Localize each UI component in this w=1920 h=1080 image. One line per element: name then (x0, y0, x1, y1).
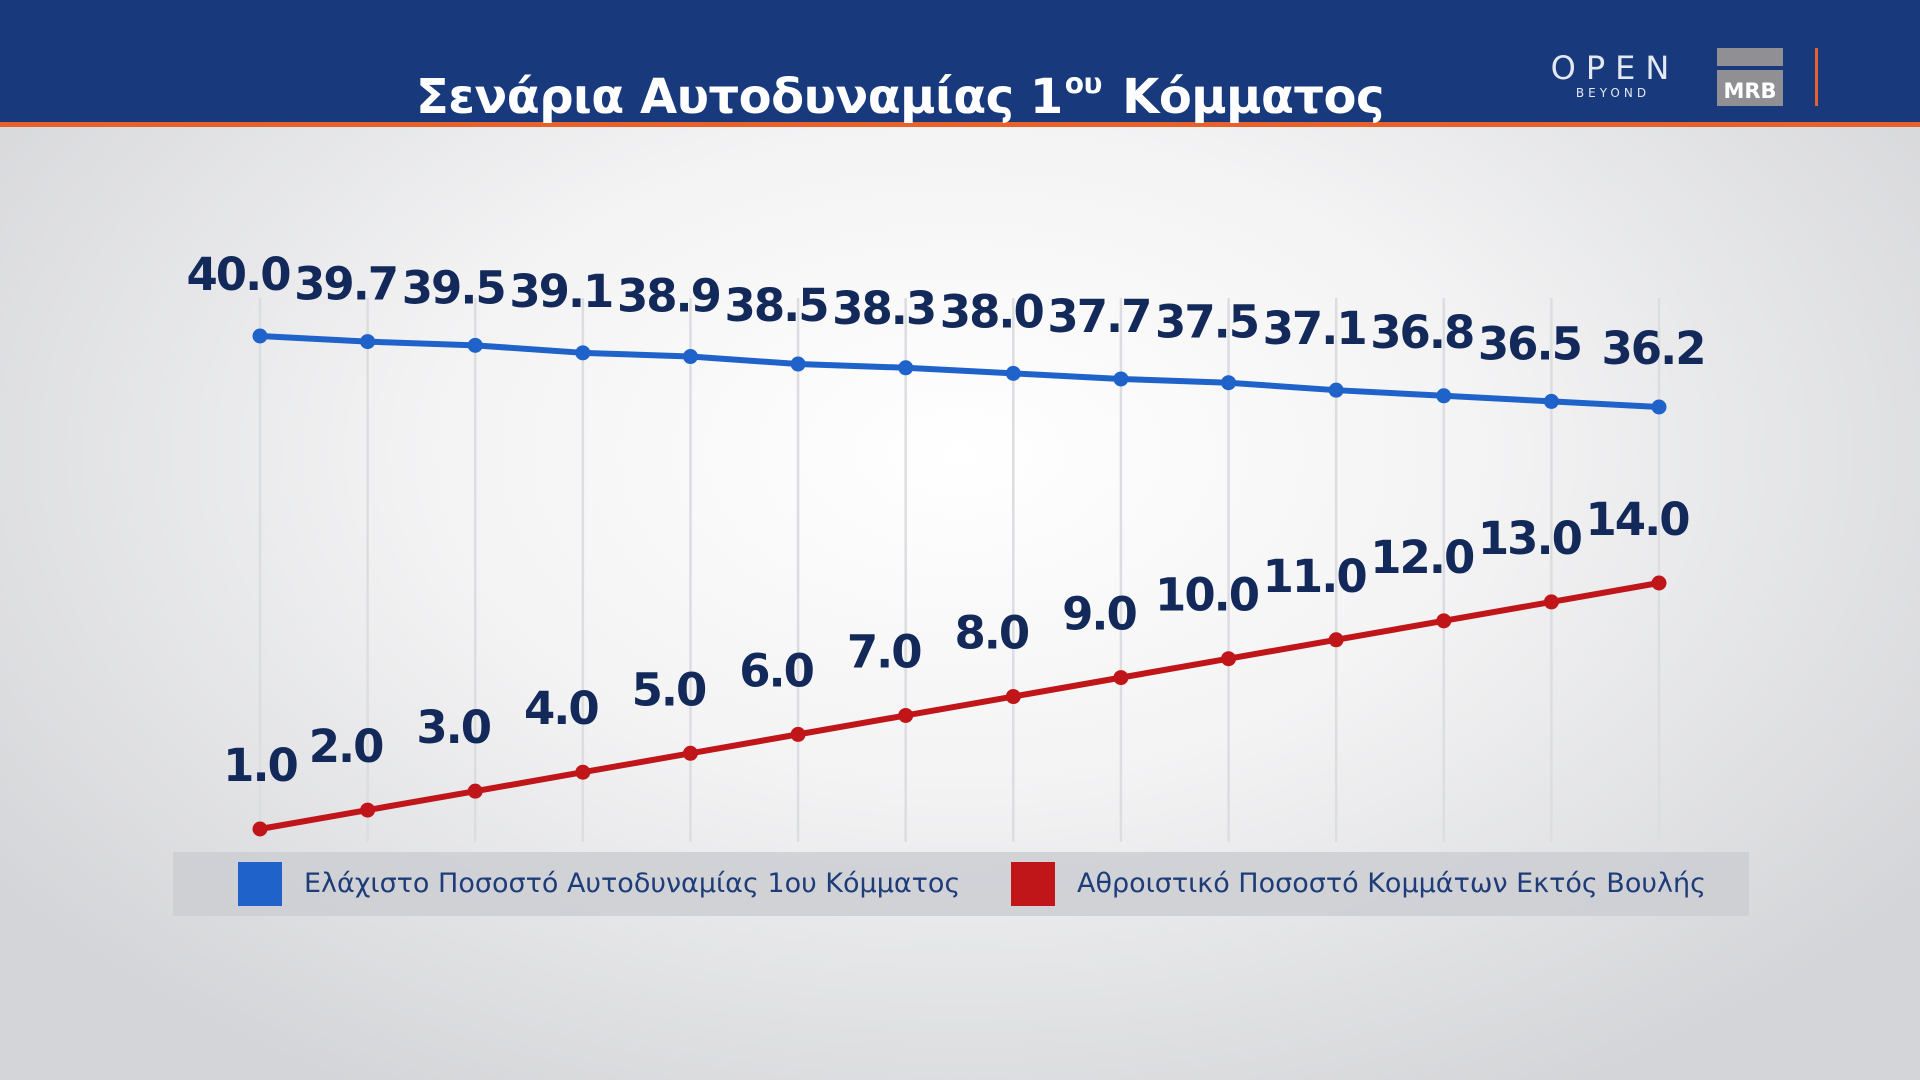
legend-swatch-red (1011, 862, 1055, 906)
data-label-red: 10.0 (1155, 569, 1259, 622)
data-point-red (467, 783, 483, 799)
data-label-blue: 36.2 (1601, 322, 1704, 375)
data-label-red: 2.0 (309, 720, 383, 773)
data-label-blue: 37.1 (1263, 302, 1366, 355)
data-point-blue (575, 345, 591, 361)
data-label-blue: 40.0 (186, 248, 290, 301)
data-point-red (1436, 613, 1452, 629)
data-label-blue: 38.9 (617, 270, 720, 323)
open-logo-text: OPEN (1550, 49, 1680, 87)
data-label-blue: 37.5 (1155, 296, 1258, 349)
data-label-blue: 36.5 (1478, 317, 1581, 370)
data-point-blue (467, 337, 483, 353)
data-point-blue (360, 334, 376, 350)
data-label-blue: 38.3 (832, 282, 935, 335)
data-label-red: 11.0 (1263, 550, 1367, 603)
page-title: Σενάρια Αυτοδυναμίας 1ου Κόμματος (0, 54, 1800, 127)
legend-swatch-blue (238, 862, 282, 906)
data-point-red (1221, 651, 1237, 667)
data-label-blue: 39.5 (402, 261, 505, 314)
title-main: Σενάρια Αυτοδυναμίας 1 (416, 69, 1063, 125)
data-point-blue (790, 356, 806, 372)
data-point-red (898, 707, 914, 723)
data-label-blue: 39.7 (294, 258, 397, 311)
header-bar: Σενάρια Αυτοδυναμίας 1ου Κόμματος OPEN B… (0, 0, 1920, 127)
data-point-red (1328, 632, 1344, 648)
data-point-blue (1543, 393, 1559, 409)
title-superscript: ου (1064, 67, 1103, 100)
data-point-blue (1436, 388, 1452, 404)
data-label-red: 8.0 (954, 607, 1028, 660)
data-point-blue (682, 349, 698, 365)
data-point-blue (1005, 365, 1021, 381)
data-label-red: 12.0 (1370, 531, 1474, 584)
data-label-red: 3.0 (416, 701, 490, 754)
data-label-red: 13.0 (1478, 512, 1582, 565)
open-logo-subtext: BEYOND (1575, 86, 1651, 100)
data-point-red (1113, 670, 1129, 686)
data-label-red: 4.0 (524, 682, 598, 735)
legend-label-min-percentage: Ελάχιστο Ποσοστό Αυτοδυναμίας 1ου Κόμματ… (304, 868, 961, 899)
open-beyond-logo: OPEN BEYOND (1540, 50, 1680, 100)
title-end: Κόμματος (1122, 69, 1384, 125)
data-point-red (682, 745, 698, 761)
mrb-logo: MRB (1717, 48, 1783, 106)
data-label-blue: 37.7 (1047, 290, 1150, 343)
series-line-red (257, 580, 1662, 832)
data-point-red (252, 821, 268, 837)
legend-label-cumulative-percentage: Αθροιστικό Ποσοστό Κομμάτων Εκτός Βουλής (1077, 868, 1706, 899)
data-label-red: 1.0 (223, 739, 297, 792)
mrb-logo-stripe (1717, 66, 1783, 70)
data-point-red (790, 726, 806, 742)
data-label-red: 5.0 (632, 663, 706, 716)
series-line-blue (257, 333, 1662, 410)
data-label-blue: 38.5 (725, 279, 828, 332)
header-divider (1815, 48, 1818, 106)
data-label-red: 9.0 (1062, 588, 1136, 641)
data-label-blue: 39.1 (509, 265, 612, 318)
data-point-blue (1113, 371, 1129, 387)
chart-legend: Ελάχιστο Ποσοστό Αυτοδυναμίας 1ου Κόμματ… (173, 852, 1749, 916)
data-label-red: 7.0 (847, 625, 921, 678)
data-label-red: 6.0 (739, 644, 813, 697)
mrb-logo-text: MRB (1723, 79, 1777, 103)
data-point-blue (898, 360, 914, 376)
data-label-blue: 38.0 (940, 285, 1044, 338)
data-point-red (1651, 575, 1667, 591)
data-label-red: 14.0 (1585, 493, 1689, 546)
data-point-blue (1221, 375, 1237, 391)
data-point-blue (1328, 382, 1344, 398)
data-label-blue: 36.8 (1370, 306, 1473, 359)
data-point-blue (1651, 399, 1667, 415)
data-point-blue (252, 328, 268, 344)
data-point-red (360, 802, 376, 818)
data-point-red (1543, 594, 1559, 610)
data-point-red (575, 764, 591, 780)
data-point-red (1005, 689, 1021, 705)
